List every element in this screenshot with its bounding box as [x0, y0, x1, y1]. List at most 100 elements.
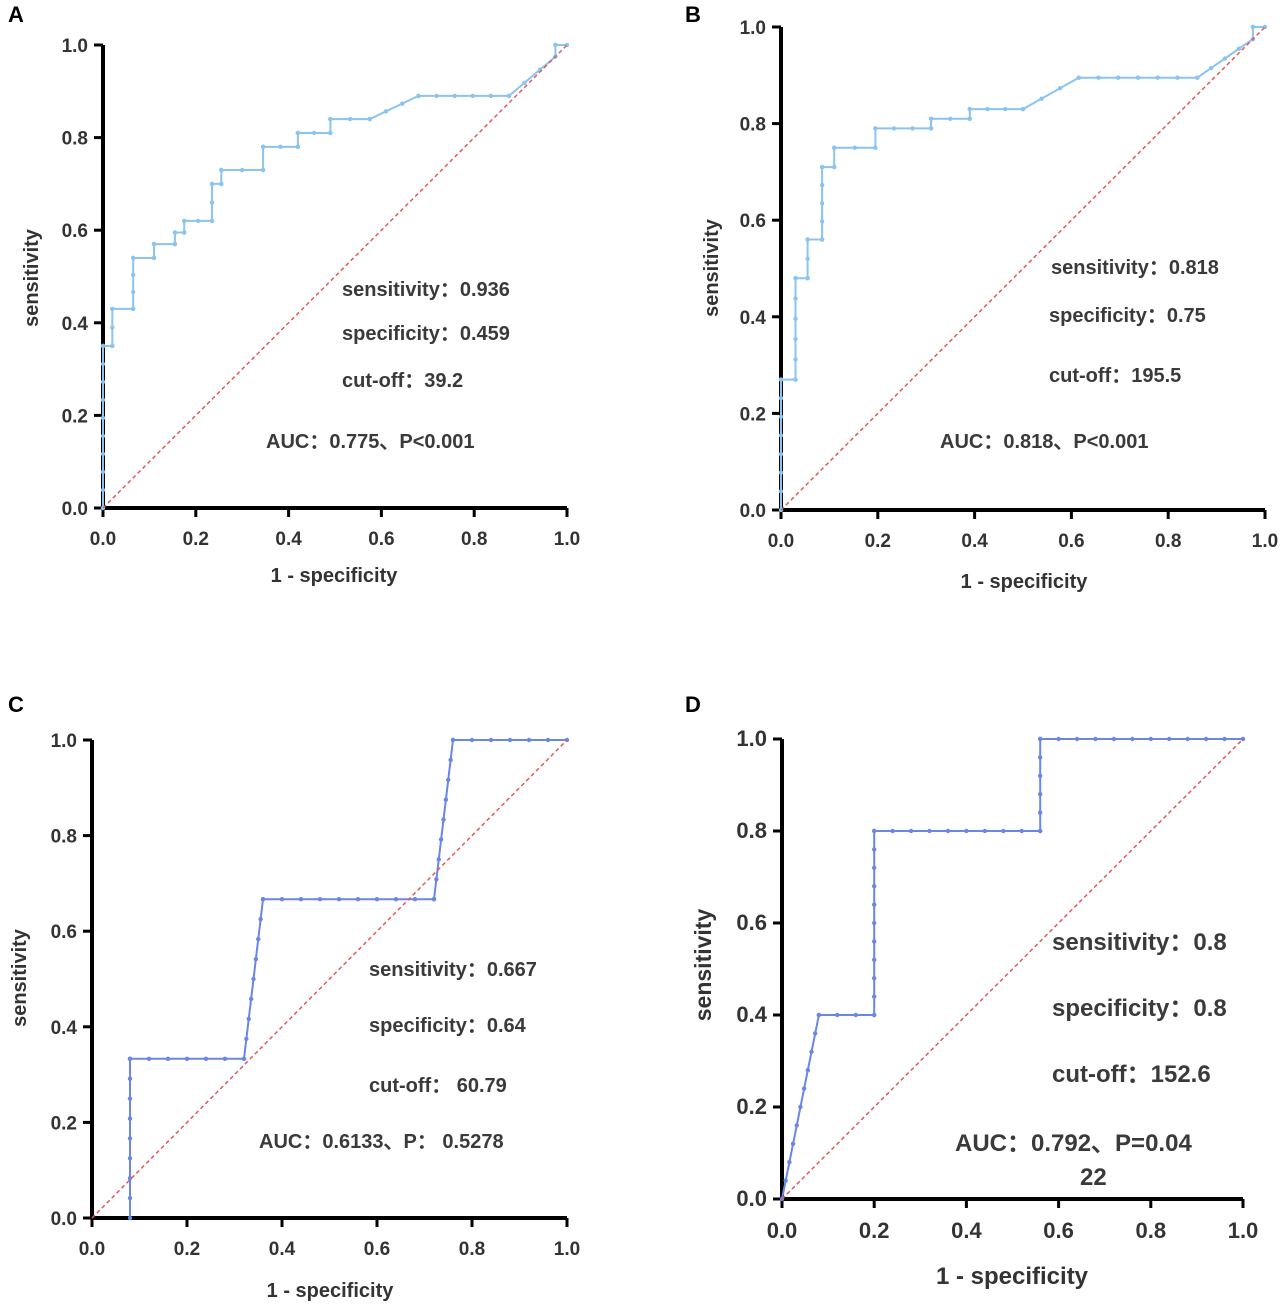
roc-point — [1037, 828, 1043, 834]
roc-point — [778, 414, 784, 420]
roc-point — [801, 1086, 807, 1091]
roc-point — [794, 1123, 799, 1128]
roc-point — [446, 777, 451, 782]
roc-point — [100, 451, 106, 457]
y-axis-label: sensitivity — [21, 228, 43, 327]
roc-point — [872, 976, 877, 981]
roc-point — [355, 896, 361, 902]
stat-annotation: AUC：0.775、P<0.001 — [266, 431, 474, 453]
roc-point — [1076, 75, 1081, 80]
roc-point — [279, 896, 285, 902]
x-tick-label: 0.2 — [865, 531, 891, 552]
roc-point — [853, 1012, 858, 1018]
roc-point — [241, 1056, 247, 1062]
x-tick-label: 1.0 — [554, 1239, 580, 1260]
roc-point — [127, 1056, 133, 1062]
stat-annotation: specificity：0.64 — [369, 1015, 527, 1037]
roc-point — [295, 144, 301, 150]
roc-point — [872, 939, 877, 944]
roc-point — [819, 219, 825, 224]
roc-point — [298, 896, 304, 902]
roc-point — [778, 433, 784, 438]
roc-point — [130, 289, 136, 295]
reference-diagonal-line — [91, 739, 568, 1219]
roc-curve-line — [102, 44, 567, 508]
roc-point — [1039, 96, 1044, 101]
roc-point — [1096, 75, 1101, 80]
roc-point — [182, 218, 187, 224]
roc-point — [967, 106, 972, 112]
roc-point — [793, 377, 798, 382]
stat-annotation: cut-off：195.5 — [1049, 365, 1181, 387]
y-tick-label: 0.2 — [740, 404, 766, 425]
x-tick-label: 0.8 — [461, 529, 487, 550]
roc-point — [1135, 75, 1141, 80]
y-tick-label: 0.0 — [736, 1186, 767, 1211]
stat-annotation: AUC：0.6133、P： 0.5278 — [259, 1131, 504, 1153]
roc-point — [130, 272, 136, 278]
x-tick-label: 0.4 — [951, 1218, 982, 1243]
roc-point — [872, 994, 877, 999]
roc-point — [872, 884, 877, 889]
roc-point — [110, 306, 115, 312]
y-axis-label: sensitivity — [701, 218, 723, 317]
roc-point — [367, 116, 372, 122]
stat-annotation: cut-off：152.6 — [1052, 1061, 1211, 1088]
panel-d: D 0.0 0.2 0.4 0.6 0.8 1.0 0.0 0.2 0.4 0.6 0.8 1.0 1 -… — [685, 692, 1258, 1290]
roc-point — [240, 167, 245, 173]
roc-point — [383, 109, 389, 114]
roc-point — [793, 275, 798, 281]
x-tick-label: 0.2 — [174, 1239, 200, 1260]
x-tick-label: 0.4 — [275, 529, 302, 550]
roc-point — [945, 828, 951, 834]
roc-point — [1185, 736, 1190, 742]
roc-point — [328, 116, 333, 122]
y-tick-label: 0.2 — [736, 1094, 767, 1119]
roc-point — [278, 144, 283, 150]
roc-point — [1001, 828, 1006, 834]
roc-point — [248, 996, 254, 1002]
roc-point — [195, 218, 201, 224]
roc-point — [1236, 46, 1242, 51]
x-tick-label: 0.4 — [269, 1239, 296, 1260]
roc-point — [393, 896, 399, 902]
x-tick-label: 0.6 — [1058, 531, 1084, 552]
roc-point — [100, 361, 106, 367]
y-tick-label: 0.4 — [736, 1002, 767, 1027]
roc-point — [127, 1096, 133, 1101]
roc-point — [793, 336, 798, 342]
stat-annotation: cut-off：39.2 — [342, 370, 463, 392]
roc-point — [1020, 106, 1026, 112]
roc-point — [258, 916, 263, 922]
x-tick-label: 1.0 — [1228, 1218, 1259, 1243]
y-tick-label: 0.6 — [51, 922, 77, 943]
roc-point — [1111, 736, 1117, 742]
roc-point — [798, 1104, 803, 1110]
roc-point — [891, 126, 897, 131]
panel-a: A 0.0 0.2 0.4 0.6 0.8 1.0 0.0 0.2 0.4 0.6 0.8 1.0 1 -… — [8, 2, 580, 587]
roc-point — [506, 93, 512, 99]
y-tick-label: 0.8 — [51, 827, 77, 848]
roc-point — [347, 116, 353, 122]
roc-point — [507, 737, 513, 743]
roc-point — [470, 93, 476, 99]
reference-diagonal-line — [102, 44, 568, 509]
y-axis-label: sensitivity — [690, 909, 716, 1022]
roc-point — [336, 896, 342, 902]
roc-point — [1019, 828, 1024, 834]
panel-letter: C — [8, 692, 24, 717]
reference-diagonal-line — [780, 26, 1266, 511]
roc-point — [260, 896, 266, 902]
roc-point — [805, 1068, 811, 1073]
roc-point — [184, 1056, 190, 1062]
stat-annotation: AUC：0.792、P=0.04 — [955, 1130, 1192, 1157]
y-tick-label: 1.0 — [62, 36, 88, 57]
roc-point — [441, 817, 446, 822]
x-tick-label: 0.6 — [364, 1239, 390, 1260]
roc-point — [1155, 75, 1160, 80]
x-tick-label: 0.0 — [90, 529, 116, 550]
reference-diagonal-line — [781, 738, 1244, 1200]
roc-point — [434, 877, 439, 882]
roc-point — [819, 237, 825, 242]
roc-point — [182, 230, 187, 235]
